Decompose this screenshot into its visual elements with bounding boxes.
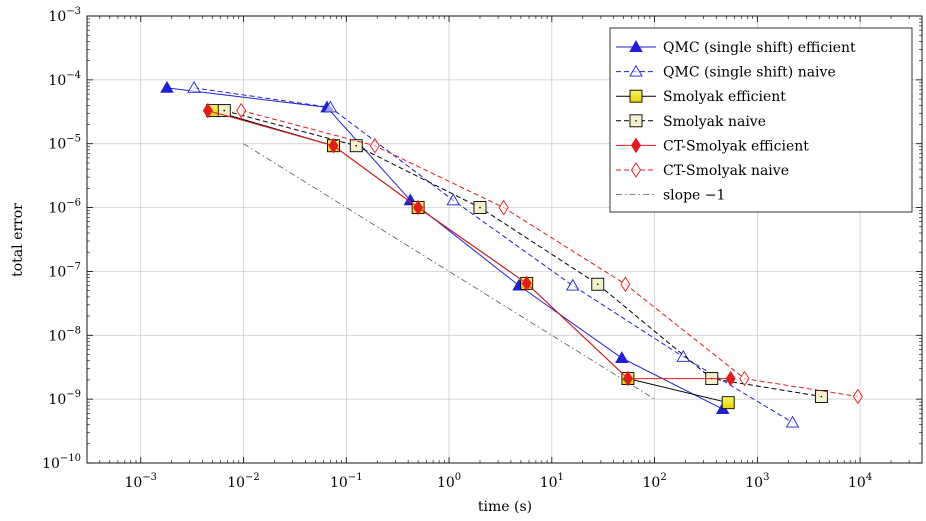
y-tick-label: 10−6 bbox=[48, 198, 81, 217]
legend-label: QMC (single shift) naive bbox=[663, 65, 836, 81]
x-tick-label: 10−2 bbox=[227, 472, 260, 491]
x-tick-label: 101 bbox=[540, 472, 564, 491]
legend-swatch-marker bbox=[630, 162, 642, 178]
legend-label: CT-Smolyak naive bbox=[663, 163, 789, 179]
data-point-dot bbox=[479, 206, 481, 209]
data-point-dot bbox=[355, 144, 358, 147]
x-tick-label: 10−1 bbox=[330, 472, 363, 491]
data-point bbox=[498, 199, 509, 216]
legend-item: Smolyak naive bbox=[616, 114, 766, 130]
y-tick-label: 10−8 bbox=[48, 325, 81, 344]
data-point-dot bbox=[223, 109, 226, 112]
y-tick-label: 10−4 bbox=[48, 70, 81, 89]
data-point bbox=[852, 388, 863, 405]
x-axis-label: time (s) bbox=[478, 499, 532, 515]
legend-item: CT-Smolyak naive bbox=[616, 162, 789, 179]
x-tick-label: 102 bbox=[642, 472, 666, 491]
data-point bbox=[521, 275, 532, 292]
y-tick-labels: 10−10 10−9 10−8 10−7 10−6 10−5 10−4 10−3 bbox=[42, 6, 81, 472]
legend-box bbox=[609, 27, 913, 213]
y-tick-label: 10−10 bbox=[42, 453, 81, 472]
data-point-dot bbox=[820, 395, 823, 398]
legend-label: CT-Smolyak efficient bbox=[663, 138, 809, 154]
y-tick-label: 10−9 bbox=[48, 389, 81, 408]
legend-swatch-marker bbox=[630, 137, 642, 154]
series-4 bbox=[202, 102, 736, 387]
x-tick-label: 10−3 bbox=[124, 472, 157, 491]
x-tick-label: 100 bbox=[437, 472, 461, 491]
series-line bbox=[207, 110, 731, 380]
data-point bbox=[202, 102, 213, 119]
data-point bbox=[187, 80, 201, 93]
data-point bbox=[622, 370, 633, 387]
legend-item: Smolyak efficient bbox=[616, 89, 786, 105]
legend-item: CT-Smolyak efficient bbox=[616, 137, 809, 154]
series-line bbox=[193, 87, 793, 423]
data-point bbox=[446, 193, 461, 206]
series-line bbox=[241, 110, 858, 397]
series-layer bbox=[160, 80, 863, 428]
y-tick-label: 10−3 bbox=[48, 6, 81, 25]
data-point bbox=[725, 370, 736, 387]
legend-swatch-marker bbox=[629, 89, 643, 103]
data-point bbox=[236, 102, 247, 119]
data-point bbox=[369, 137, 380, 154]
legend-label: Smolyak efficient bbox=[663, 89, 786, 105]
y-axis-label: total error bbox=[10, 203, 26, 277]
legend-item: QMC (single shift) efficient bbox=[616, 40, 856, 56]
legend: QMC (single shift) efficient QMC (single … bbox=[609, 27, 913, 213]
x-tick-labels: 10−3 10−2 10−1 100 101 102 103 104 bbox=[124, 472, 872, 491]
data-point bbox=[413, 199, 424, 216]
data-point bbox=[328, 137, 339, 154]
x-tick-label: 103 bbox=[745, 472, 769, 491]
data-point bbox=[676, 349, 691, 362]
legend-item: slope −1 bbox=[616, 188, 725, 204]
data-point bbox=[785, 415, 800, 428]
y-tick-label: 10−5 bbox=[48, 134, 81, 153]
plot-frame bbox=[86, 15, 923, 464]
series-5 bbox=[236, 102, 863, 405]
legend-item: QMC (single shift) naive bbox=[616, 65, 836, 81]
legend-label: QMC (single shift) efficient bbox=[663, 40, 856, 56]
data-point bbox=[615, 351, 629, 364]
data-point bbox=[566, 278, 580, 291]
series-line bbox=[166, 87, 723, 410]
data-point bbox=[620, 276, 631, 293]
legend-swatch-marker-dot bbox=[635, 120, 637, 122]
data-point-dot bbox=[596, 283, 599, 286]
data-point bbox=[323, 100, 338, 113]
x-tick-label: 104 bbox=[848, 472, 872, 491]
legend-label: slope −1 bbox=[663, 188, 725, 204]
series-1 bbox=[187, 80, 800, 428]
data-point bbox=[721, 396, 735, 410]
legend-swatch-marker bbox=[629, 64, 643, 77]
y-tick-label: 10−7 bbox=[48, 261, 81, 280]
data-point bbox=[160, 80, 174, 93]
legend-swatch-marker bbox=[629, 40, 643, 52]
minor-ticks bbox=[87, 16, 922, 463]
data-point bbox=[739, 370, 750, 387]
legend-label: Smolyak naive bbox=[663, 114, 766, 130]
